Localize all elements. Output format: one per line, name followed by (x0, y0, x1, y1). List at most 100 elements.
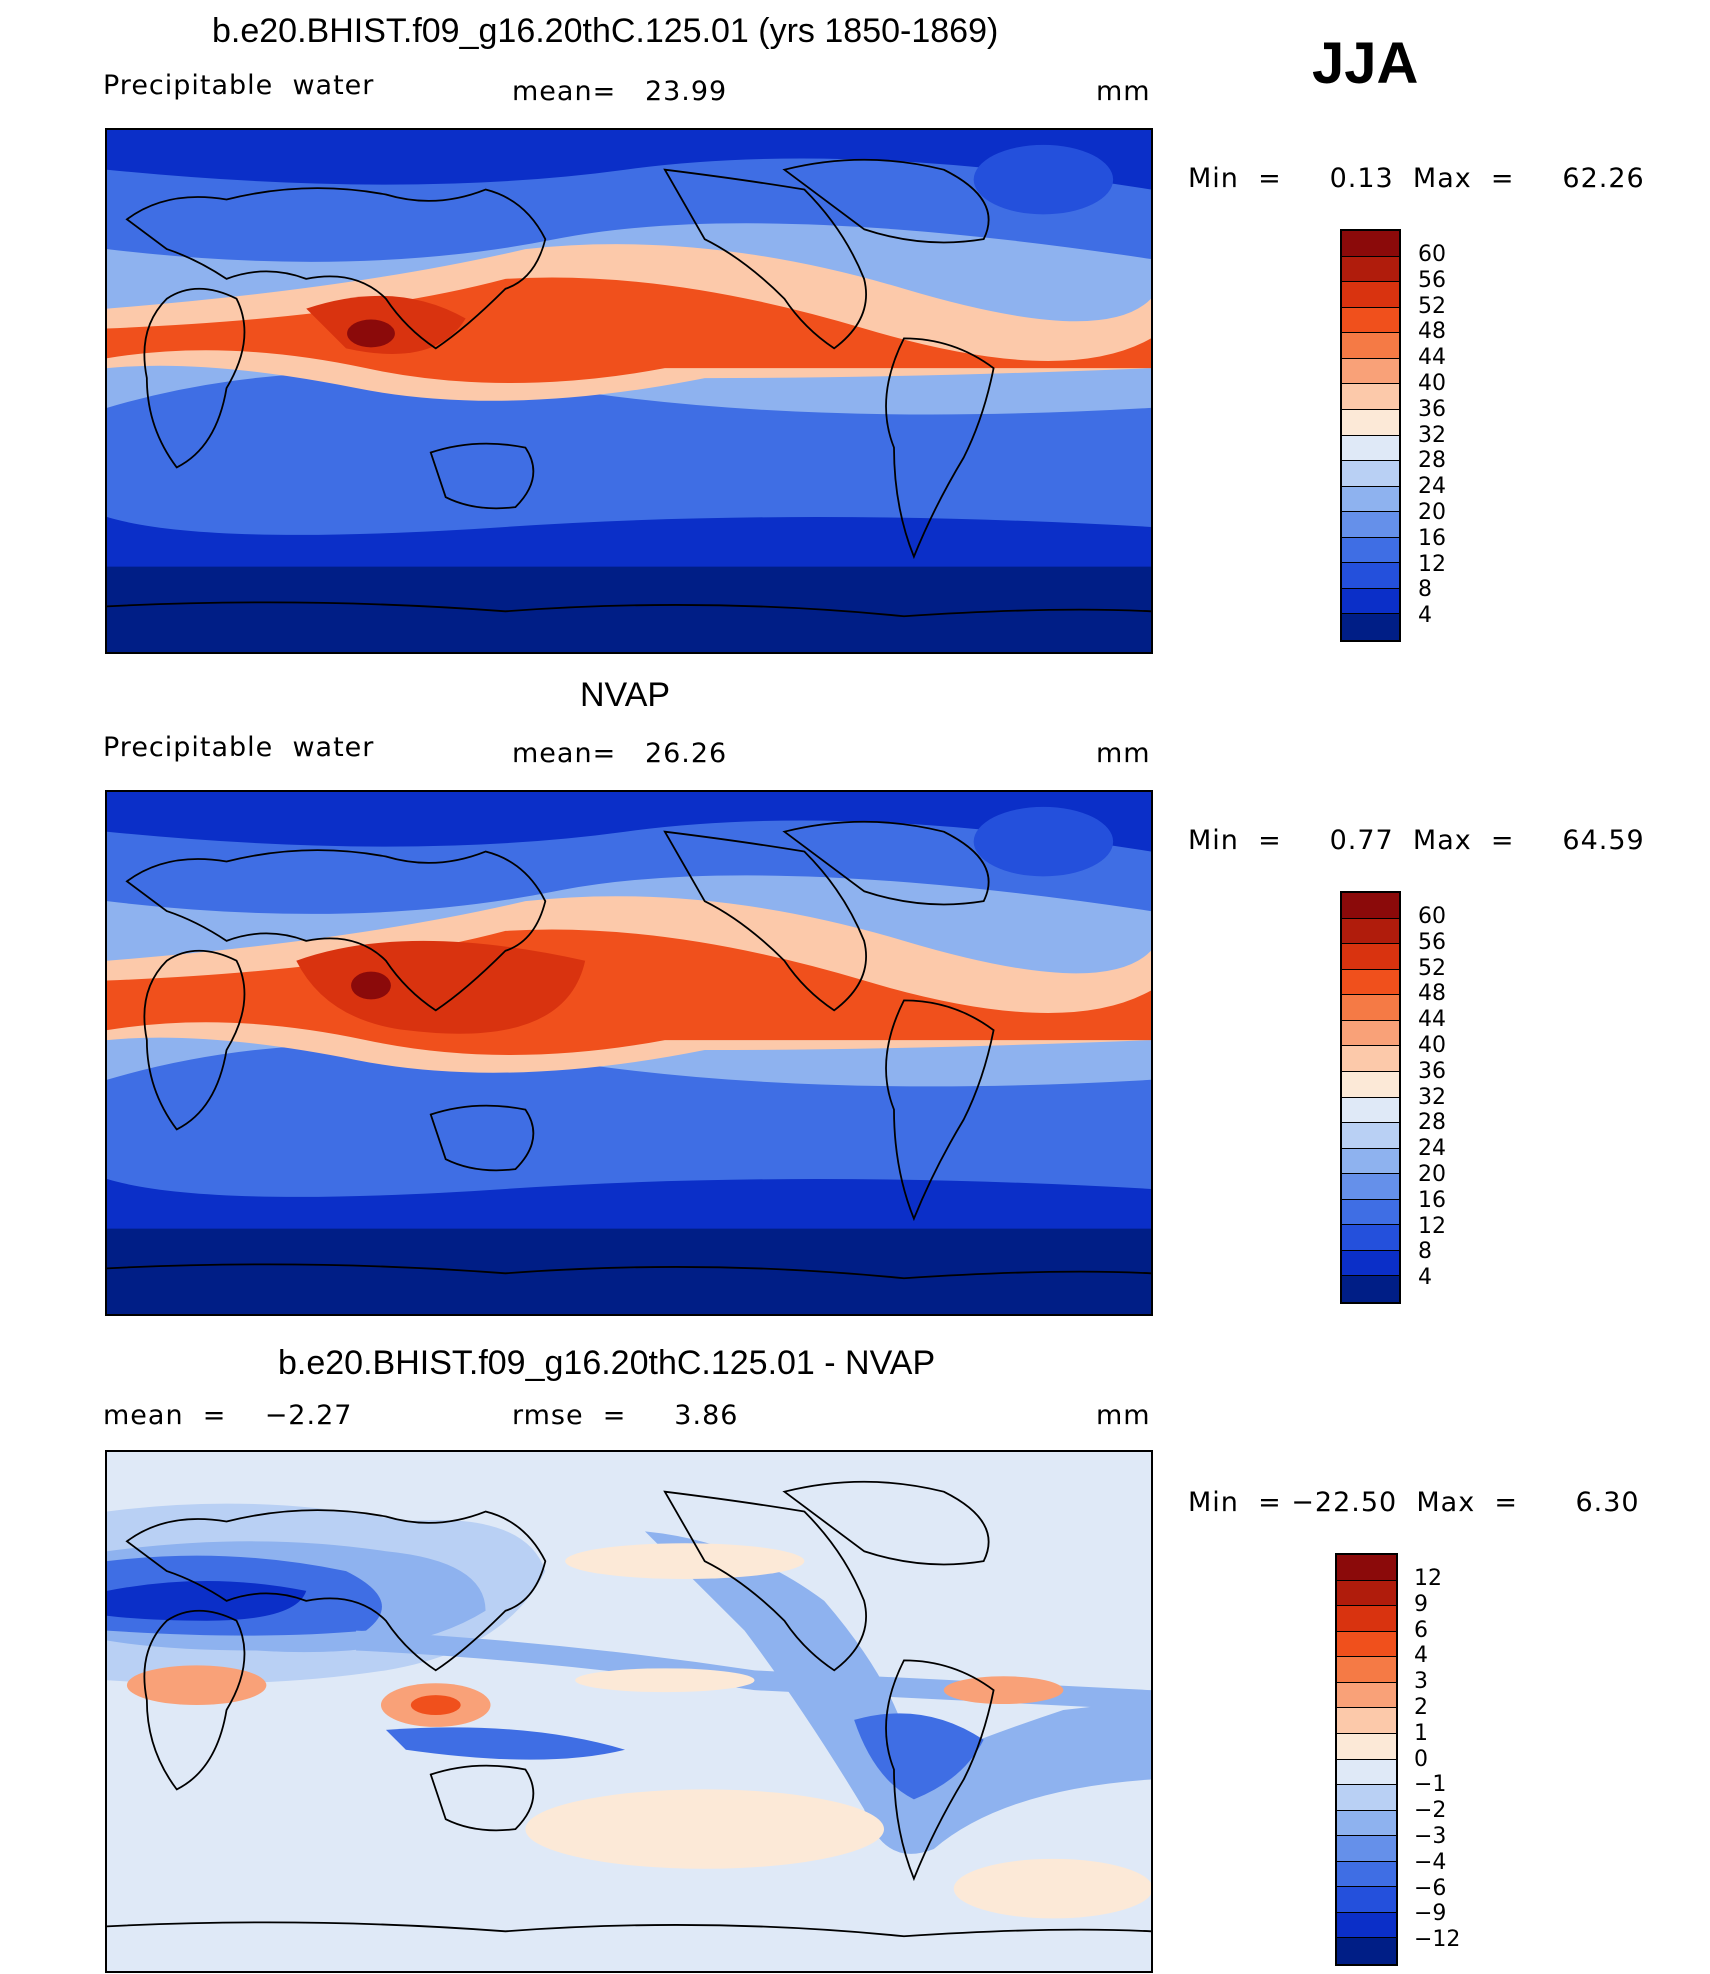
panel-2-map-svg (107, 792, 1151, 1314)
colorbar-swatch (1342, 1174, 1399, 1200)
colorbar-swatch (1337, 1810, 1396, 1837)
map-pos-south-atlantic (953, 1858, 1151, 1919)
colorbar-tick-label: 20 (1418, 499, 1446, 525)
colorbar-tick-label: 24 (1418, 1136, 1446, 1162)
panel-3-minmax: Min = −22.50 Max = 6.30 (1188, 1487, 1640, 1518)
colorbar-tick-label: 20 (1418, 1161, 1446, 1187)
panel-2-colorbar-segments (1342, 893, 1399, 1302)
colorbar-swatch (1337, 1555, 1396, 1581)
colorbar-swatch (1337, 1912, 1396, 1939)
colorbar-tick-label: 40 (1418, 370, 1446, 396)
colorbar-swatch (1342, 1123, 1399, 1149)
coastlines (107, 158, 1151, 618)
colorbar-tick-label: 24 (1418, 474, 1446, 500)
map-pos-pacific-south (575, 1668, 755, 1693)
panel-1-colorbar-ticks: 60 56 52 48 44 40 36 32 28 24 20 16 12 8 4 (1418, 242, 1446, 629)
colorbar-swatch (1342, 1276, 1399, 1302)
colorbar-tick-label: −4 (1414, 1849, 1447, 1875)
map-band-hot (107, 277, 1151, 384)
colorbar-swatch (1342, 563, 1399, 589)
colorbar-tick-label: 28 (1418, 448, 1446, 474)
colorbar-swatch (1342, 1148, 1399, 1175)
colorbar-tick-label: 3 (1414, 1669, 1428, 1695)
panel-3-colorbar-ticks: 12 9 6 4 3 2 1 0 −1 −2 −3 −4 −6 −9 −12 (1414, 1566, 1460, 1953)
panel-3-title: b.e20.BHIST.f09_g16.20thC.125.01 - NVAP (278, 1344, 936, 1382)
coastlines (107, 820, 1151, 1280)
colorbar-tick-label: 56 (1418, 929, 1446, 955)
panel-1-map (105, 128, 1153, 654)
panel-2-title: NVAP (580, 676, 671, 714)
colorbar-swatch (1342, 537, 1399, 564)
colorbar-tick-label: 48 (1418, 319, 1446, 345)
panel-2-map (105, 790, 1153, 1316)
colorbar-tick-label: 4 (1418, 603, 1432, 629)
colorbar-swatch (1342, 918, 1399, 945)
colorbar-tick-label: 4 (1414, 1643, 1428, 1669)
panel-2-colorbar (1340, 891, 1401, 1304)
colorbar-tick-label: −12 (1414, 1927, 1461, 1953)
map-greenland (973, 806, 1114, 877)
colorbar-tick-label: 60 (1418, 904, 1446, 929)
colorbar-tick-label: −2 (1414, 1798, 1447, 1824)
colorbar-swatch (1342, 512, 1399, 538)
map-peak (351, 971, 391, 1000)
panel-2-variable-label: Precipitable water (103, 732, 375, 763)
colorbar-tick-label: 4 (1418, 1265, 1432, 1291)
panel-3-map (105, 1450, 1153, 1973)
colorbar-swatch (1337, 1887, 1396, 1913)
colorbar-tick-label: 16 (1418, 525, 1446, 551)
colorbar-tick-label: 0 (1414, 1746, 1428, 1772)
map-neg-band-americas (644, 1531, 1151, 1854)
colorbar-swatch (1342, 588, 1399, 615)
colorbar-tick-label: 36 (1418, 396, 1446, 422)
colorbar-tick-label: −3 (1414, 1823, 1447, 1849)
panel-1-variable-label: Precipitable water (103, 70, 375, 101)
panel-3-rmse-label: rmse = 3.86 (512, 1400, 739, 1431)
colorbar-tick-label: 32 (1418, 1084, 1446, 1110)
panel-2-minmax: Min = 0.77 Max = 64.59 (1188, 825, 1645, 856)
colorbar-swatch (1342, 1097, 1399, 1124)
colorbar-swatch (1342, 893, 1399, 919)
colorbar-swatch (1342, 256, 1399, 283)
colorbar-swatch (1342, 1199, 1399, 1226)
colorbar-swatch (1337, 1836, 1396, 1862)
map-pos-maritime-core (410, 1695, 461, 1715)
panel-1-units: mm (1096, 76, 1151, 107)
colorbar-swatch (1337, 1606, 1396, 1632)
map-peak (347, 319, 395, 348)
colorbar-tick-label: 44 (1418, 345, 1446, 371)
colorbar-tick-label: −9 (1414, 1901, 1447, 1927)
panel-3-colorbar-segments (1337, 1555, 1396, 1964)
colorbar-swatch (1342, 1046, 1399, 1072)
colorbar-swatch (1342, 614, 1399, 640)
colorbar-swatch (1337, 1785, 1396, 1811)
panel-1-mean-label: mean= 23.99 (512, 76, 728, 107)
colorbar-swatch (1342, 1250, 1399, 1277)
colorbar-tick-label: 36 (1418, 1058, 1446, 1084)
panel-3-colorbar (1335, 1553, 1398, 1966)
colorbar-swatch (1342, 358, 1399, 385)
colorbar-swatch (1342, 409, 1399, 436)
colorbar-tick-label: −1 (1414, 1772, 1447, 1798)
colorbar-swatch (1337, 1759, 1396, 1786)
colorbar-swatch (1342, 282, 1399, 308)
season-label: JJA (1312, 31, 1419, 96)
colorbar-swatch (1342, 1225, 1399, 1251)
colorbar-tick-label: 60 (1418, 242, 1446, 267)
map-pos-pacific (565, 1543, 805, 1580)
colorbar-swatch (1342, 969, 1399, 996)
colorbar-tick-label: 12 (1418, 1213, 1446, 1239)
colorbar-swatch (1342, 995, 1399, 1021)
map-neg-band-indian (385, 1727, 626, 1760)
colorbar-swatch (1342, 486, 1399, 513)
panel-2-units: mm (1096, 738, 1151, 769)
colorbar-tick-label: 56 (1418, 267, 1446, 293)
panel-1-colorbar (1340, 229, 1401, 642)
colorbar-tick-label: 28 (1418, 1110, 1446, 1136)
panel-1-title: b.e20.BHIST.f09_g16.20thC.125.01 (yrs 18… (212, 12, 999, 50)
colorbar-swatch (1337, 1580, 1396, 1607)
colorbar-tick-label: 48 (1418, 981, 1446, 1007)
colorbar-swatch (1342, 1071, 1399, 1098)
colorbar-swatch (1342, 231, 1399, 257)
colorbar-swatch (1342, 944, 1399, 970)
